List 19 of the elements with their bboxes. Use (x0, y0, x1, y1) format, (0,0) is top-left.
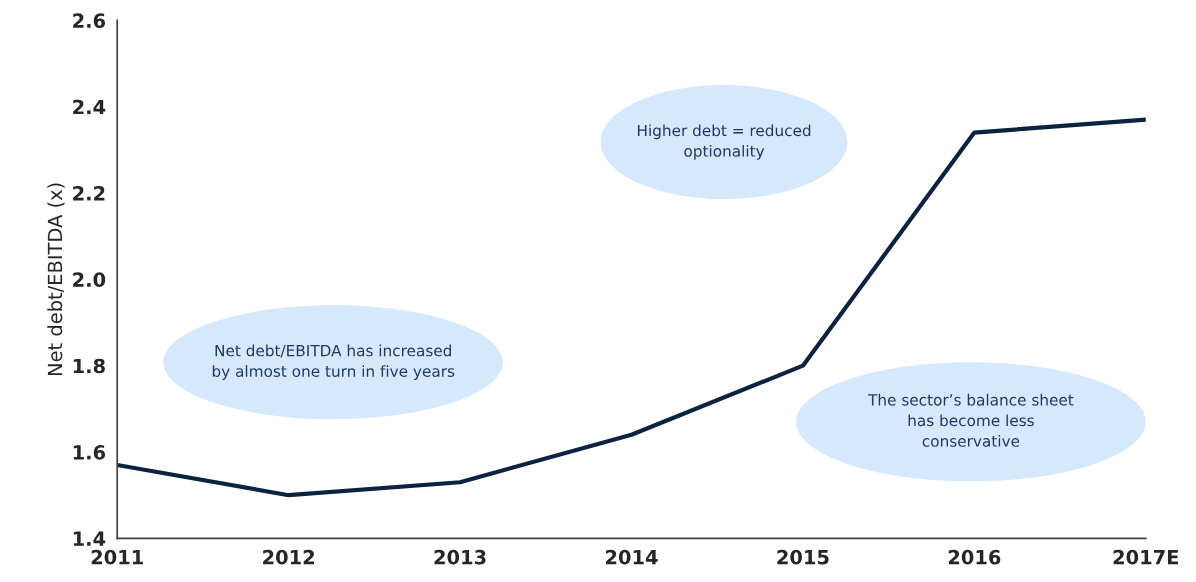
y-tick-label: 1.8 (73, 358, 105, 374)
x-tick-label: 2017E (1113, 549, 1179, 565)
y-tick-label: 2.4 (73, 99, 106, 115)
y-tick-label: 1.6 (73, 444, 106, 460)
x-tick-label: 2016 (948, 549, 1001, 565)
x-tick-label: 2012 (263, 549, 314, 565)
line-series (117, 117, 1146, 498)
annotation: Higher debt = reduced optionality (637, 124, 811, 160)
x-tick-label: 2011 (91, 549, 143, 565)
x-tick-label: 2015 (777, 549, 829, 565)
annotation: Net debt/EBITDA has increased by almost one turn in five years (212, 344, 455, 380)
x-tick-label: 2014 (605, 549, 658, 565)
y-axis-title: Net debt/EBITDA (x) (47, 183, 65, 376)
annotation: The sector’s balance sheet has become less conservative (867, 393, 1074, 447)
y-tick-label: 2.0 (73, 272, 106, 288)
y-tick-label: 2.6 (73, 13, 106, 29)
y-tick-label: 2.2 (73, 185, 105, 201)
x-tick-label: 2013 (434, 549, 486, 565)
y-tick-label: 1.4 (73, 531, 106, 546)
